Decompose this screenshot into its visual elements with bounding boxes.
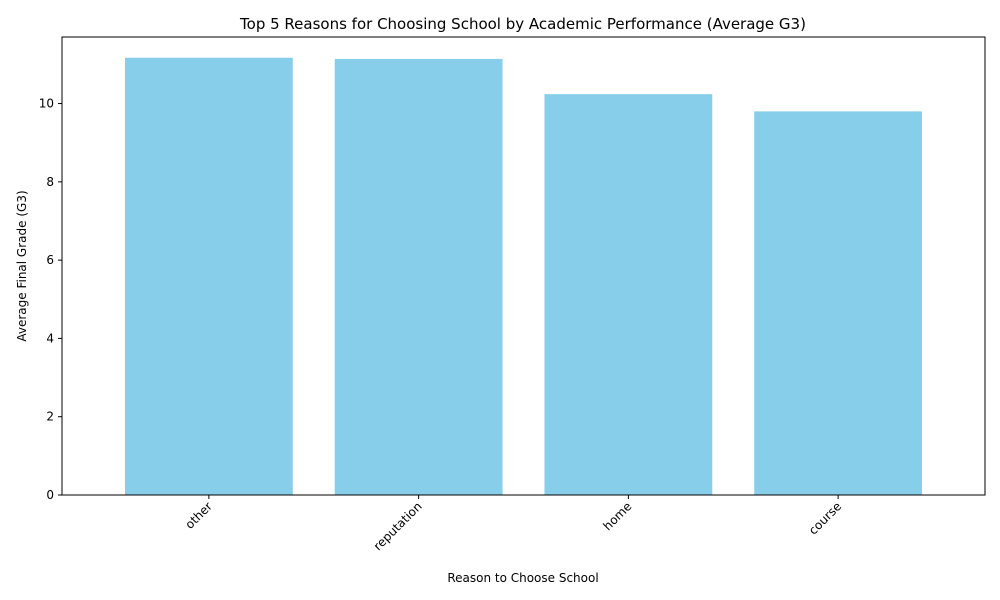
y-axis-label: Average Final Grade (G3) <box>15 190 29 341</box>
x-axis-ticks: other reputation home course <box>182 495 844 553</box>
y-tick-label: 10 <box>39 97 54 111</box>
plot-frame <box>61 36 986 496</box>
x-tick-label: course <box>806 499 844 537</box>
bars-group <box>124 57 923 496</box>
y-tick-label: 2 <box>46 410 54 424</box>
x-axis-label: Reason to Choose School <box>447 571 598 585</box>
bar-other <box>124 57 293 495</box>
y-tick-label: 6 <box>46 253 54 267</box>
x-tick-label: reputation <box>371 499 425 553</box>
y-tick-label: 0 <box>46 488 54 502</box>
y-tick-label: 4 <box>46 331 54 345</box>
bar-course <box>754 111 923 495</box>
bar-home <box>544 94 713 496</box>
bar-reputation <box>334 58 503 496</box>
y-axis-ticks: 0 2 4 6 8 10 <box>39 97 62 502</box>
x-tick-label: other <box>182 499 215 532</box>
y-tick-label: 8 <box>46 175 54 189</box>
x-tick-label: home <box>601 499 635 533</box>
chart-title: Top 5 Reasons for Choosing School by Aca… <box>239 15 806 33</box>
